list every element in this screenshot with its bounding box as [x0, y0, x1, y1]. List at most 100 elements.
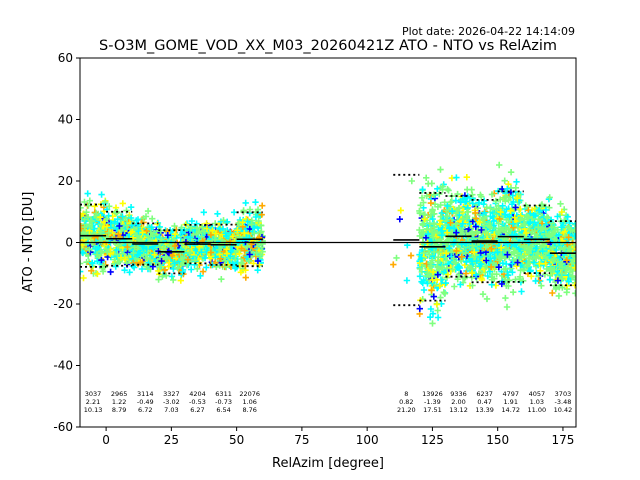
- data-point: [416, 265, 424, 272]
- data-point: [111, 256, 118, 263]
- data-point: [426, 220, 434, 227]
- y-tick-label: 20: [58, 174, 73, 188]
- data-point: [118, 226, 125, 233]
- data-point: [441, 290, 448, 297]
- bin-count: 3327: [163, 390, 180, 398]
- data-point: [168, 273, 176, 280]
- data-point: [160, 247, 167, 255]
- data-point: [437, 238, 445, 245]
- data-point: [434, 258, 442, 265]
- data-point: [159, 273, 166, 280]
- data-point: [138, 265, 146, 273]
- data-point: [94, 270, 101, 278]
- data-point: [408, 177, 415, 185]
- data-point: [203, 264, 210, 271]
- bin-std: 6.54: [216, 406, 230, 414]
- data-point: [252, 213, 260, 221]
- data-point: [428, 229, 436, 236]
- data-point: [119, 200, 126, 207]
- data-point: [114, 216, 121, 223]
- bin-count: 2965: [111, 390, 128, 398]
- data-point: [418, 254, 425, 262]
- data-point: [181, 226, 188, 234]
- data-point: [429, 310, 437, 317]
- data-point: [429, 207, 436, 214]
- data-point: [242, 274, 249, 281]
- data-point: [143, 263, 150, 270]
- data-point: [424, 230, 432, 238]
- x-tick-label: 175: [551, 433, 574, 447]
- data-point: [171, 260, 178, 267]
- data-point: [434, 271, 441, 278]
- bin-mean: 1.06: [242, 398, 256, 406]
- data-point: [96, 238, 103, 245]
- data-point: [439, 183, 446, 190]
- data-point: [84, 190, 91, 197]
- data-point: [121, 267, 128, 274]
- data-point: [122, 256, 129, 263]
- data-point: [164, 232, 171, 239]
- data-point: [133, 217, 140, 224]
- x-tick-label: 75: [294, 433, 309, 447]
- data-point: [86, 197, 93, 204]
- data-point: [105, 229, 112, 237]
- data-point: [416, 226, 423, 234]
- bin-std: 10.42: [554, 406, 573, 414]
- data-point: [127, 214, 135, 222]
- data-point: [397, 207, 404, 214]
- data-point: [87, 217, 94, 225]
- data-point: [188, 266, 195, 273]
- data-point: [254, 267, 261, 274]
- data-point: [163, 272, 170, 279]
- data-point: [129, 222, 136, 229]
- data-point: [246, 235, 253, 242]
- data-point: [452, 210, 460, 217]
- data-point: [442, 279, 449, 287]
- data-point: [144, 207, 152, 215]
- data-point: [116, 222, 123, 230]
- bin-mean: -3.48: [555, 398, 572, 406]
- bin-std: 6.27: [190, 406, 204, 414]
- data-point: [436, 220, 444, 228]
- data-point: [191, 257, 199, 264]
- data-point: [416, 305, 423, 312]
- data-point: [463, 258, 470, 265]
- data-point: [207, 249, 215, 256]
- data-point: [436, 282, 443, 289]
- data-point: [107, 220, 114, 227]
- bin-mean: -0.53: [189, 398, 206, 406]
- data-point: [457, 281, 464, 288]
- data-point: [419, 221, 427, 229]
- data-point: [457, 227, 464, 234]
- data-point: [223, 232, 230, 240]
- data-point: [88, 267, 95, 274]
- data-point: [171, 231, 179, 238]
- data-point: [403, 277, 411, 284]
- data-point: [437, 201, 444, 209]
- data-point: [450, 255, 457, 262]
- data-point: [447, 219, 454, 226]
- bin-count: 8: [404, 390, 408, 398]
- bin-count: 4057: [529, 390, 546, 398]
- data-point: [197, 272, 204, 279]
- data-point: [171, 222, 178, 230]
- data-point: [419, 279, 426, 287]
- y-tick-label: -40: [53, 359, 73, 373]
- data-point: [251, 230, 258, 237]
- data-point: [156, 223, 163, 231]
- data-point: [429, 215, 436, 223]
- data-point: [218, 276, 225, 283]
- data-point: [446, 224, 453, 231]
- y-tick-label: 40: [58, 113, 73, 127]
- data-point: [149, 215, 156, 222]
- data-point: [103, 223, 111, 230]
- data-point: [241, 229, 248, 237]
- bin-std: 7.03: [164, 406, 178, 414]
- data-point: [444, 271, 452, 278]
- data-point: [443, 237, 451, 245]
- data-point: [103, 234, 110, 242]
- data-point: [215, 246, 223, 253]
- data-point: [207, 231, 215, 239]
- data-point: [199, 268, 207, 275]
- data-point: [433, 301, 441, 308]
